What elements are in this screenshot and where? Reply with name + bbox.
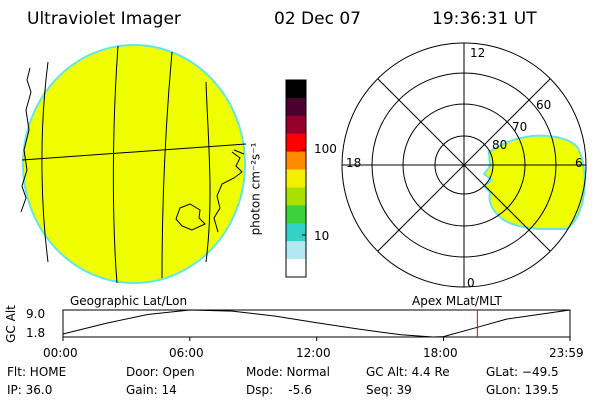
longitude-line-4 xyxy=(205,81,211,263)
header-time: 19:36:31 UT xyxy=(432,9,537,29)
orbit-x-ticks xyxy=(62,337,571,341)
color-scale-bar xyxy=(285,79,307,278)
status-flight: Flt: HOME xyxy=(7,365,67,379)
header-date: 02 Dec 07 xyxy=(274,9,361,29)
colorbar-frame xyxy=(285,79,307,278)
polar-mlat-mlt-plot xyxy=(341,42,587,288)
status-seq: Seq: 39 xyxy=(366,383,412,397)
coastline-east-tip xyxy=(233,149,245,155)
status-door: Door: Open xyxy=(126,365,195,379)
mlat-label-80: 80 xyxy=(492,138,508,152)
coastline-island xyxy=(175,203,206,231)
orbit-altitude-line xyxy=(62,309,571,338)
orbit-x-tick-0600: 06:00 xyxy=(169,346,204,360)
mlat-label-60: 60 xyxy=(536,98,552,112)
colorbar-swatch xyxy=(286,259,306,278)
colorbar-swatch xyxy=(286,80,306,99)
colorbar-unit-label: photon cm⁻²s⁻¹ xyxy=(248,142,263,236)
mlt-label-0: 0 xyxy=(467,276,475,290)
orbit-x-tick-1800: 18:00 xyxy=(423,346,458,360)
colorbar-swatch xyxy=(286,133,306,153)
colorbar-swatch xyxy=(286,223,306,242)
status-gc-alt: GC Alt: 4.4 Re xyxy=(366,365,450,379)
longitude-line-3 xyxy=(161,51,173,279)
polar-panel-label: Apex MLat/MLT xyxy=(412,294,502,308)
mlt-label-6: 6 xyxy=(575,156,583,170)
status-ip: IP: 36.0 xyxy=(7,383,53,397)
colorbar-swatch xyxy=(286,97,306,117)
colorbar-tick-10: 10 xyxy=(314,229,330,243)
orbit-x-tick-1200: 12:00 xyxy=(296,346,331,360)
colorbar-swatch xyxy=(286,151,306,171)
mlt-label-18: 18 xyxy=(346,156,362,170)
aurora-image-disc xyxy=(22,44,246,284)
status-glon: GLon: 139.5 xyxy=(486,383,559,397)
orbit-x-tick-0000: 00:00 xyxy=(43,346,78,360)
status-mode: Mode: Normal xyxy=(246,365,330,379)
orbit-y-axis-label: GC Alt xyxy=(3,305,18,343)
orbit-x-tick-2359: 23:59 xyxy=(549,346,584,360)
colorbar-swatch xyxy=(286,187,306,206)
colorbar-swatch xyxy=(286,205,306,224)
app-title: Ultraviolet Imager xyxy=(27,9,181,29)
mlt-label-12: 12 xyxy=(470,46,486,60)
colorbar-swatch xyxy=(286,241,306,260)
status-gain: Gain: 14 xyxy=(126,383,177,397)
colorbar-swatch xyxy=(286,115,306,135)
orbit-plot-frame xyxy=(62,309,571,338)
status-glat: GLat: −49.5 xyxy=(486,365,559,379)
mlt-axis-diag-2 xyxy=(377,78,551,252)
mlat-label-70: 70 xyxy=(512,120,528,134)
geographic-image-panel xyxy=(20,44,247,284)
colorbar-tick-100: 100 xyxy=(314,142,337,156)
orbit-y-tick-max: 9.0 xyxy=(26,307,46,321)
longitude-line-1 xyxy=(41,61,49,263)
coastline-east xyxy=(213,151,243,233)
orbit-altitude-plot xyxy=(62,309,571,341)
geographic-panel-label: Geographic Lat/Lon xyxy=(70,294,188,308)
colorbar-swatch xyxy=(286,169,306,188)
orbit-y-tick-min: 1.8 xyxy=(26,326,46,340)
status-dsp: Dsp: -5.6 xyxy=(246,383,312,397)
coastline-west xyxy=(20,67,32,213)
longitude-line-2 xyxy=(112,45,119,284)
